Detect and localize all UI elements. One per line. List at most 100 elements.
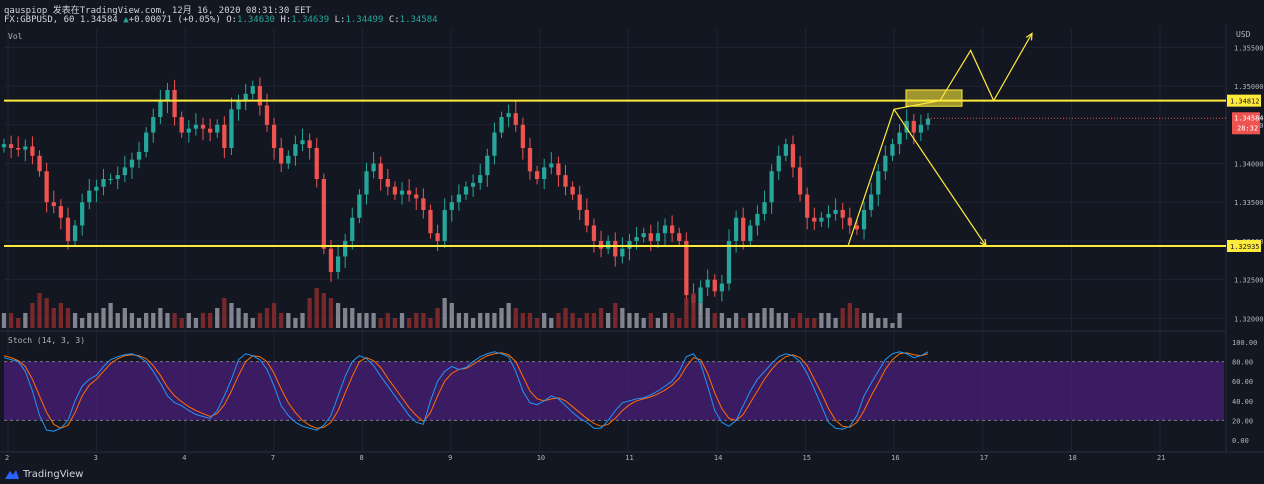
candle-body	[378, 163, 383, 179]
candle-body	[606, 240, 611, 249]
candle-body	[705, 279, 710, 288]
candle-body	[407, 190, 412, 195]
stoch-tick-label: 80.00	[1232, 359, 1253, 367]
volume-bar	[705, 308, 710, 328]
candle-body	[335, 256, 341, 272]
volume-bar	[421, 313, 426, 328]
level-price-label: 1.32935	[1230, 243, 1260, 251]
candle-body	[264, 105, 270, 125]
price-tick-label: 1.34000	[1234, 161, 1264, 169]
time-tick-label: 9	[448, 454, 452, 462]
volume-bar	[428, 318, 433, 328]
candle-body	[80, 202, 85, 226]
volume-bar	[677, 318, 682, 328]
candle-body	[776, 155, 781, 172]
volume-bar	[215, 308, 220, 328]
volume-bar	[293, 318, 298, 328]
time-tick-label: 14	[714, 454, 722, 462]
candle-body	[726, 240, 732, 284]
candle-body	[741, 217, 746, 241]
volume-bar	[641, 318, 646, 328]
last-price: 1.34584	[79, 15, 118, 25]
symbol-label: FX:GBPUSD, 60	[4, 15, 75, 25]
volume-bar	[755, 313, 760, 328]
volume-bar	[492, 313, 497, 328]
ohlc-legend: FX:GBPUSD, 60 1.34584 ▲+0.00071 (+0.05%)…	[4, 15, 438, 25]
candle-body	[797, 167, 803, 195]
volume-bar	[748, 313, 753, 328]
candle-body	[250, 86, 255, 94]
candle-body	[385, 179, 390, 187]
volume-bar	[399, 313, 405, 328]
volume-bar	[634, 313, 639, 328]
volume-bar	[94, 313, 99, 328]
candle-body	[556, 163, 561, 176]
volume-bar	[840, 308, 845, 328]
tradingview-logo[interactable]: TradingView	[4, 468, 83, 480]
candle-body	[328, 248, 334, 272]
candle-body	[463, 186, 469, 195]
candle-body	[819, 217, 824, 222]
stoch-tick-label: 100.00	[1232, 339, 1257, 347]
volume-bar	[51, 308, 56, 328]
volume-bar	[300, 313, 305, 328]
volume-bar	[343, 308, 348, 328]
candle-body	[783, 144, 788, 156]
time-tick-label: 21	[1157, 454, 1165, 462]
volume-bar	[101, 308, 106, 328]
level-price-badge	[1227, 239, 1261, 252]
candle-body	[23, 146, 28, 150]
candle-body	[8, 144, 14, 149]
volume-bar	[257, 313, 263, 328]
bar-countdown-label: 28:32	[1237, 124, 1258, 132]
time-tick-label: 3	[94, 454, 98, 462]
candle-body	[861, 209, 867, 230]
candle-body	[101, 179, 106, 187]
candle-body	[570, 186, 575, 195]
volume-bar	[392, 318, 398, 328]
candle-body	[392, 186, 398, 195]
candle-body	[485, 155, 490, 176]
candle-body	[16, 148, 21, 150]
time-tick-label: 2	[5, 454, 9, 462]
volume-bar	[726, 318, 732, 328]
candle-body	[321, 179, 326, 249]
low-label: L:	[334, 15, 346, 25]
candle-body	[300, 140, 305, 145]
candle-body	[236, 101, 241, 110]
candle-body	[449, 202, 454, 210]
price-tick-label: 1.32000	[1234, 315, 1264, 323]
candle-body	[542, 167, 547, 179]
candle-body	[812, 217, 817, 222]
volume-bar	[662, 313, 668, 328]
volume-bar	[321, 293, 326, 328]
publish-text: qauspiop 发表在TradingView.com, 12月 16, 202…	[4, 6, 311, 16]
close-label: C:	[388, 15, 400, 25]
candle-body	[144, 132, 149, 152]
volume-bar	[108, 303, 113, 328]
stoch-tick-label: 60.00	[1232, 378, 1253, 386]
candle-body	[748, 225, 753, 241]
footer-bar: TradingView	[0, 464, 1264, 484]
level-price-badge	[1227, 94, 1261, 107]
candle-body	[918, 124, 924, 133]
candle-body	[186, 128, 191, 133]
candle-body	[122, 167, 127, 176]
candle-body	[307, 140, 312, 149]
volume-bar	[897, 313, 902, 328]
volume-bar	[520, 313, 525, 328]
candle-body	[506, 113, 511, 118]
candle-body	[215, 124, 220, 133]
candle-body	[499, 117, 504, 133]
arrowhead-up	[1025, 32, 1033, 41]
level-price-label: 1.34812	[1230, 98, 1260, 106]
stoch-tick-label: 0.00	[1232, 437, 1249, 445]
candle-body	[257, 86, 263, 106]
volume-bar	[542, 313, 547, 328]
chart-canvas[interactable]: 1.355001.350001.345001.340001.335001.330…	[0, 0, 1264, 464]
price-tick-label: 1.35000	[1234, 83, 1264, 91]
volume-bar	[854, 308, 860, 328]
volume-bar	[449, 303, 454, 328]
candle-body	[222, 124, 227, 149]
volume-bar	[613, 303, 618, 328]
